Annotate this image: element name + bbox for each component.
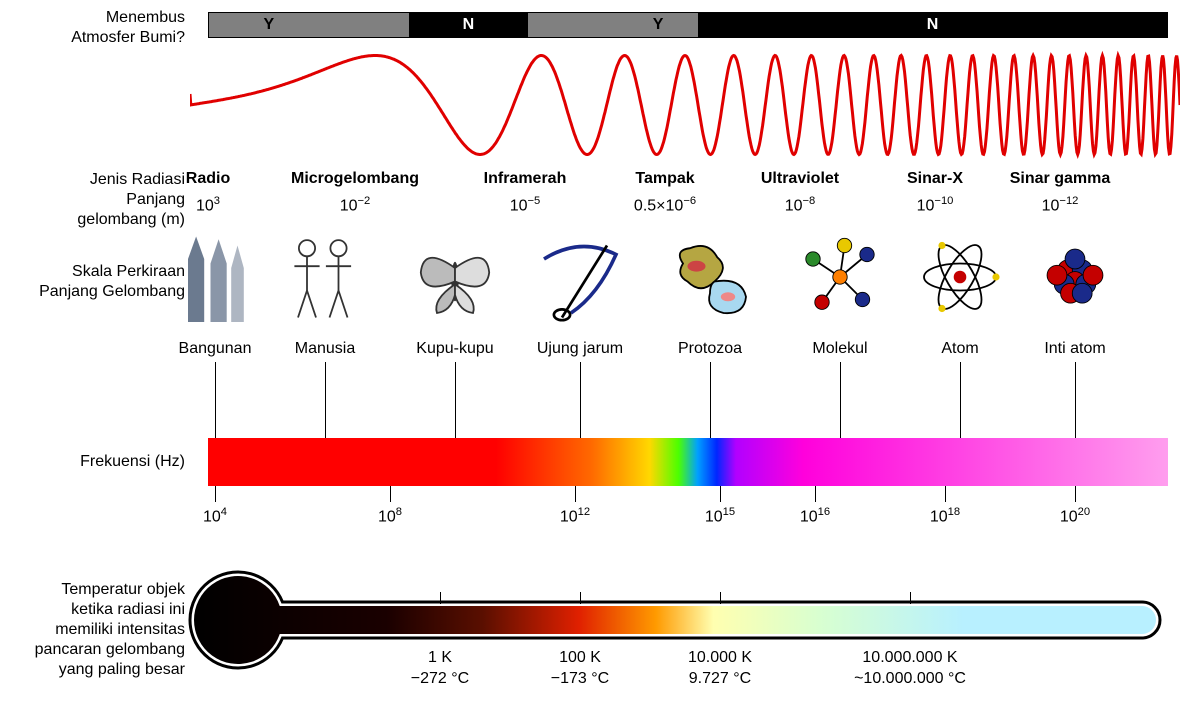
temp-label: 1 K−272 °C bbox=[411, 648, 469, 690]
radiation-type: Ultraviolet bbox=[761, 170, 839, 188]
scale-icon-humans bbox=[280, 232, 370, 322]
wavelength-value: 103 bbox=[196, 195, 220, 215]
radiation-type: Inframerah bbox=[484, 170, 567, 188]
scale-label: Inti atom bbox=[1044, 340, 1105, 358]
temp-label: 100 K−173 °C bbox=[551, 648, 609, 690]
freq-label: 104 bbox=[203, 506, 227, 526]
wavelength-value: 0.5×10−6 bbox=[634, 195, 696, 215]
scale-label: Atom bbox=[941, 340, 978, 358]
scale-tick bbox=[215, 362, 216, 438]
scale-tick bbox=[580, 362, 581, 438]
freq-label: 1012 bbox=[560, 506, 590, 526]
temp-label: 10.000 K9.727 °C bbox=[688, 648, 752, 690]
penetration-segment bbox=[528, 13, 618, 37]
scale-label: Molekul bbox=[812, 340, 867, 358]
wavelength-value: 10−5 bbox=[510, 195, 541, 215]
radiation-type: Sinar-X bbox=[907, 170, 963, 188]
scale-icon-protozoa bbox=[665, 232, 755, 322]
scale-label: Manusia bbox=[295, 340, 355, 358]
radiation-type: Tampak bbox=[635, 170, 694, 188]
scale-label: Kupu-kupu bbox=[416, 340, 493, 358]
freq-label: 1020 bbox=[1060, 506, 1090, 526]
temp-tick bbox=[440, 592, 441, 604]
scale-icon-buildings bbox=[170, 232, 260, 322]
wavelength-value: 10−8 bbox=[785, 195, 816, 215]
penetration-segment bbox=[329, 13, 409, 37]
radiation-type: Radio bbox=[186, 170, 230, 188]
temp-tick bbox=[580, 592, 581, 604]
scale-tick bbox=[325, 362, 326, 438]
wavelength-value: 10−12 bbox=[1042, 195, 1079, 215]
wavelength-value: 10−2 bbox=[340, 195, 371, 215]
label-frequency: Frekuensi (Hz) bbox=[80, 452, 185, 472]
freq-label: 1016 bbox=[800, 506, 830, 526]
scale-label: Ujung jarum bbox=[537, 340, 623, 358]
penetration-bar: YNYN bbox=[208, 12, 1168, 38]
radiation-type: Microgelombang bbox=[291, 170, 419, 188]
penetration-segment: Y bbox=[618, 13, 698, 37]
scale-tick bbox=[1075, 362, 1076, 438]
frequency-spectrum bbox=[208, 438, 1168, 486]
label-penetration: MenembusAtmosfer Bumi? bbox=[71, 8, 185, 48]
scale-tick bbox=[960, 362, 961, 438]
freq-tick bbox=[390, 486, 391, 502]
freq-tick bbox=[215, 486, 216, 502]
scale-icon-molecule bbox=[795, 232, 885, 322]
freq-tick bbox=[575, 486, 576, 502]
freq-label: 108 bbox=[378, 506, 402, 526]
scale-tick bbox=[455, 362, 456, 438]
label-wavelength: Panjanggelombang (m) bbox=[77, 190, 185, 230]
scale-label: Bangunan bbox=[179, 340, 252, 358]
radiation-type: Sinar gamma bbox=[1010, 170, 1110, 188]
penetration-segment: Y bbox=[209, 13, 329, 37]
temp-tick bbox=[910, 592, 911, 604]
temp-tick bbox=[720, 592, 721, 604]
wave-diagram bbox=[190, 50, 1180, 160]
freq-tick bbox=[815, 486, 816, 502]
freq-label: 1018 bbox=[930, 506, 960, 526]
penetration-segment: N bbox=[409, 13, 529, 37]
freq-tick bbox=[720, 486, 721, 502]
freq-tick bbox=[945, 486, 946, 502]
scale-label: Protozoa bbox=[678, 340, 742, 358]
scale-tick bbox=[840, 362, 841, 438]
penetration-segment: N bbox=[698, 13, 1167, 37]
wavelength-value: 10−10 bbox=[917, 195, 954, 215]
scale-tick bbox=[710, 362, 711, 438]
scale-icon-nucleus bbox=[1030, 232, 1120, 322]
label-scale: Skala PerkiraanPanjang Gelombang bbox=[39, 262, 185, 302]
temp-label: 10.000.000 K~10.000.000 °C bbox=[854, 648, 966, 690]
freq-tick bbox=[1075, 486, 1076, 502]
scale-icon-atom bbox=[915, 232, 1005, 322]
scale-icon-butterfly bbox=[410, 232, 500, 322]
freq-label: 1015 bbox=[705, 506, 735, 526]
label-radiation-type: Jenis Radiasi bbox=[90, 170, 185, 190]
scale-icon-needle bbox=[535, 232, 625, 322]
